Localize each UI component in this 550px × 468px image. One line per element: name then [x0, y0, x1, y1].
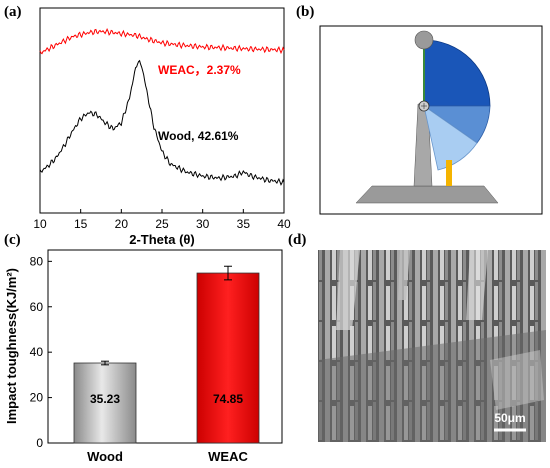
xrd-x-tick-label: 20 [115, 217, 129, 231]
xrd-legend-wood: Wood, 42.61% [158, 129, 239, 143]
xrd-x-tick-label: 15 [74, 217, 88, 231]
xrd-series-group [39, 27, 285, 186]
bar-y-tick-label: 40 [30, 345, 44, 359]
bar-data-label: 74.85 [213, 392, 243, 406]
bar-y-tick-label: 0 [36, 436, 43, 450]
panel-label-a: (a) [4, 4, 22, 20]
xrd-x-tick-label: 35 [237, 217, 251, 231]
panel-label-b: (b) [296, 4, 314, 20]
bar-wood [73, 362, 137, 444]
bar-y-tick-label: 60 [30, 300, 44, 314]
bar-y-tick-label: 20 [30, 391, 44, 405]
bar-y-axis-title: Impact toughness(KJ/m²) [4, 268, 19, 424]
bar-category-label: WEAC [208, 449, 248, 464]
bar-y-ticks: 0 20 40 60 80 [30, 254, 52, 450]
xrd-series-line-weac [39, 27, 285, 55]
specimen [446, 160, 452, 186]
xrd-x-ticks: 10 15 20 25 30 35 40 [33, 209, 291, 231]
bar-data-label: 35.23 [90, 392, 120, 406]
xrd-x-tick-label: 40 [277, 217, 291, 231]
xrd-legend-weac: WEAC，2.37% [158, 63, 241, 77]
xrd-x-tick-label: 25 [155, 217, 169, 231]
impact-bar-chart: 0 20 40 60 80 35.23 74.85 Wood WEAC Impact tou… [4, 249, 283, 464]
bar-marks: 35.23 74.85 [73, 265, 260, 444]
xrd-plot-frame [39, 7, 285, 214]
panel-label-d: (d) [288, 232, 306, 248]
scale-bar-label: 50μm [494, 411, 525, 425]
bar-weac [196, 272, 260, 444]
xrd-x-tick-label: 30 [196, 217, 210, 231]
xrd-chart: 10 15 20 25 30 35 40 WEAC，2.37% Wood, 42.61% 2… [33, 7, 291, 247]
bar-y-tick-label: 80 [30, 254, 44, 268]
panel-label-c: (c) [4, 232, 21, 248]
tester-base [355, 185, 499, 204]
xrd-x-axis-title: 2-Theta (θ) [129, 232, 195, 247]
bar-plot-frame [47, 249, 283, 444]
pendulum-sector-lower [423, 105, 478, 171]
xrd-x-tick-label: 10 [33, 217, 47, 231]
pendulum-top-knob [414, 30, 434, 50]
xrd-series-line-wood [39, 59, 285, 186]
bar-category-labels: Wood WEAC [87, 449, 248, 464]
impact-tester-diagram [319, 25, 543, 215]
bar-category-label: Wood [87, 449, 123, 464]
sem-image: 50μm [318, 250, 546, 442]
